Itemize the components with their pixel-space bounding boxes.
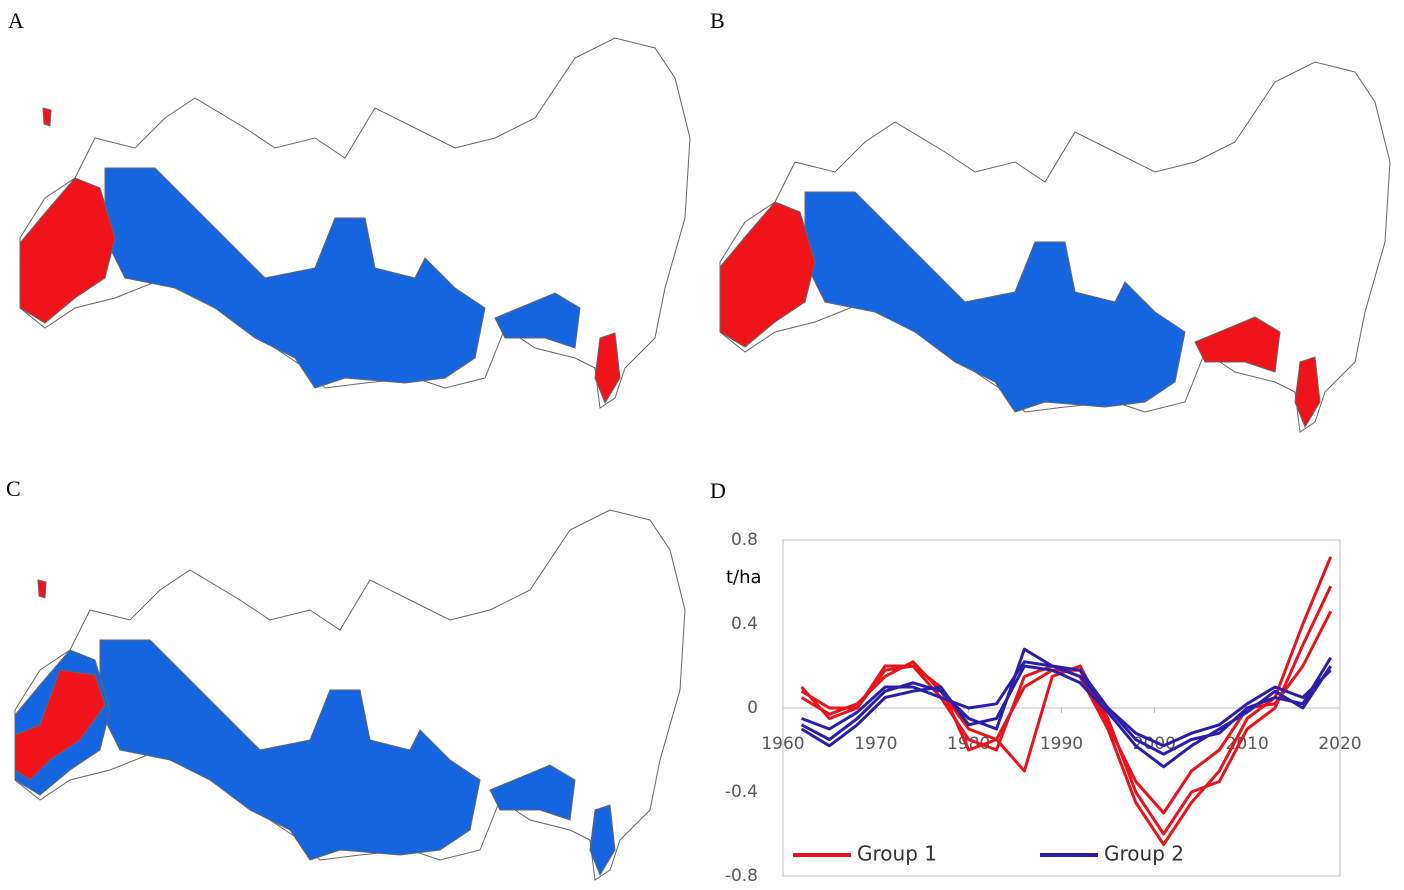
map-b (719, 61, 1391, 433)
x-tick-label: 1970 (854, 734, 897, 754)
data-line (800, 610, 1333, 815)
panel-label: B (710, 8, 725, 33)
data-line (800, 664, 1332, 769)
map-a (19, 37, 691, 409)
data-line (801, 660, 1332, 748)
legend-label: Group 2 (1104, 842, 1184, 866)
panel-label: C (6, 476, 21, 501)
x-tick-label: 1990 (1040, 734, 1083, 754)
y-tick-label: 0.4 (731, 614, 758, 634)
y-tick-label: -0.8 (725, 866, 758, 886)
y-tick-label: 0.8 (731, 530, 758, 550)
x-tick-label: 2000 (1133, 734, 1176, 754)
x-tick-label: 1960 (761, 734, 804, 754)
x-tick-label: 2020 (1318, 734, 1361, 754)
data-line (800, 647, 1333, 756)
x-tick-label: 1980 (947, 734, 990, 754)
legend-label: Group 1 (857, 842, 937, 866)
map-c (14, 509, 686, 881)
panel-label: D (710, 478, 726, 503)
y-tick-label: -0.4 (725, 782, 758, 802)
panel-label: A (8, 8, 24, 33)
y-axis-label: t/ha (726, 567, 762, 588)
y-tick-label: 0 (747, 698, 758, 718)
